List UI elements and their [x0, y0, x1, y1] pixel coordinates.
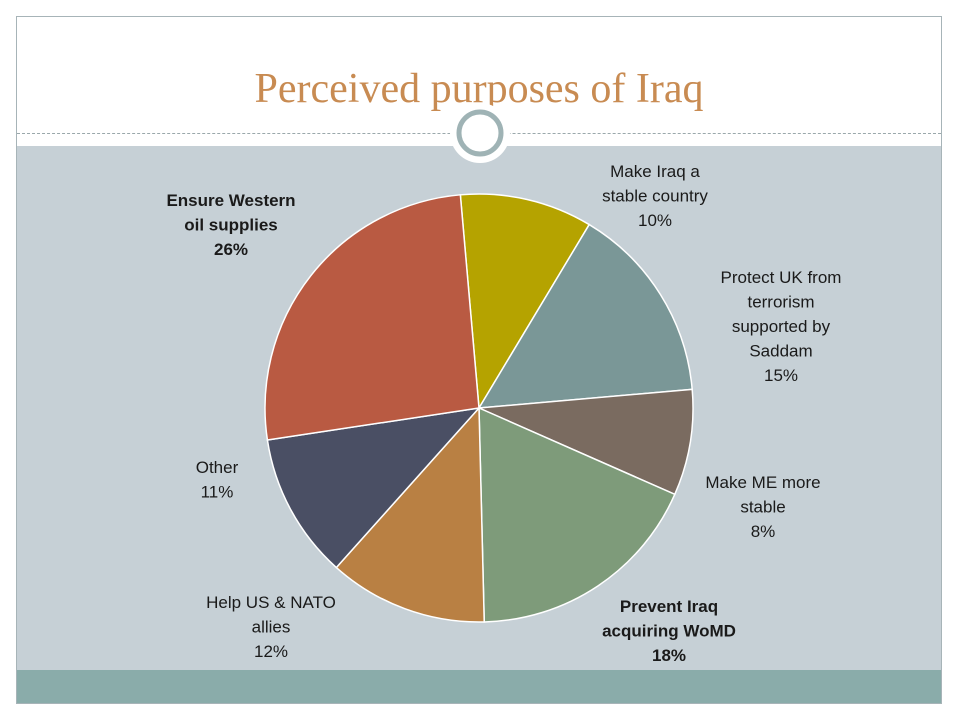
slice-label-line: stable country [602, 187, 708, 206]
slice-label-line: Prevent Iraq [620, 597, 718, 616]
pie-slice [264, 193, 480, 441]
slice-label: Help US & NATO allies 12% [206, 593, 336, 661]
slice-label-line: 11% [201, 483, 234, 502]
pie-slice [477, 223, 694, 409]
slice-label-line: Saddam [749, 342, 812, 361]
slice-label-line: acquiring WoMD [602, 622, 736, 641]
slice-label-line: allies [252, 618, 291, 637]
slice-label-line: 26% [214, 240, 248, 259]
slice-label-line: supported by [732, 317, 831, 336]
slice-label-line: stable [740, 498, 785, 517]
pie-slice [335, 406, 485, 623]
slice-label: Prevent Iraq acquiring WoMD 18% [602, 597, 736, 665]
slice-label-line: terrorism [747, 293, 814, 312]
pie-slice [266, 406, 481, 569]
pie-slice [459, 193, 591, 411]
slice-label-line: Help US & NATO [206, 593, 336, 612]
slice-label-line: 12% [254, 642, 288, 661]
slice-label-line: Ensure Western [166, 191, 295, 210]
pie-slice [478, 388, 694, 496]
slice-label: Make Iraq a stable country 10% [602, 162, 708, 230]
slice-label: Make ME more stable 8% [705, 473, 820, 541]
footer-bar [17, 670, 941, 703]
slice-label: Protect UK from terrorism supported by Sadd… [721, 268, 842, 385]
pie-slice [478, 406, 676, 623]
slice-label-line: Protect UK from [721, 268, 842, 287]
slice-label-line: Make ME more [705, 473, 820, 492]
ornament-ring-inner [456, 109, 504, 157]
title-ornament [450, 103, 510, 163]
slice-label: Ensure Western oil supplies 26% [166, 191, 295, 259]
slice-label-line: 10% [638, 211, 672, 230]
slice-label-line: 8% [751, 522, 776, 541]
slice-label-line: 18% [652, 646, 686, 665]
slice-label-line: oil supplies [184, 216, 278, 235]
slice-label-line: 15% [764, 366, 798, 385]
slice-label-line: Make Iraq a [610, 162, 700, 181]
slice-label: Other 11% [196, 458, 239, 502]
slice-label-line: Other [196, 458, 239, 477]
